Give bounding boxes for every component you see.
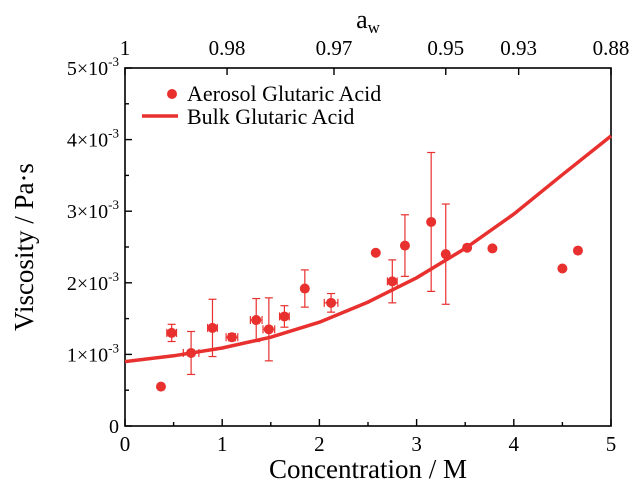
y-tick-label: 1×10-3 [67,340,119,366]
top-axis-label-sub: w [368,18,381,37]
top-axis-label-main: a [356,5,368,34]
aerosol-point [166,327,177,338]
legend: Aerosol Glutaric Acid Bulk Glutaric Acid [142,81,381,129]
x-tick-label: 4 [509,432,520,456]
x-axis-label: Concentration / M [269,454,467,484]
top-tick-label: 0.88 [593,36,630,60]
aerosol-point [207,322,218,333]
x-tick-label: 0 [120,432,131,456]
aerosol-point [440,249,451,260]
y-tick-label: 5×10-3 [67,54,119,80]
aerosol-point [487,243,498,254]
top-tick-label: 0.97 [316,36,353,60]
y-axis-label: Viscosity / Pa·s [9,163,39,331]
aerosol-point [155,381,166,392]
top-tick-label: 1 [120,36,131,60]
y-tick-label: 3×10-3 [67,197,119,223]
ticks: 0 1 2 3 4 501×10-32×10-33×10-34×10-35×10-31 0.… [67,36,630,456]
aerosol-point [263,324,274,335]
aerosol-point [370,247,381,258]
legend-marker-aerosol [167,89,177,99]
aerosol-point [557,263,568,274]
aerosol-point [279,311,290,322]
x-tick-label: 3 [411,432,422,456]
y-tick-label: 4×10-3 [67,126,119,152]
aerosol-point [399,240,410,251]
aerosol-point [426,216,437,227]
aerosol-point [299,283,310,294]
legend-label-aerosol: Aerosol Glutaric Acid [187,81,381,106]
x-tick-label: 2 [314,432,325,456]
aerosol-point [226,332,237,343]
aerosol-point [572,245,583,256]
x-tick-label: 5 [606,432,617,456]
y-tick-label: 2×10-3 [67,269,119,295]
aerosol-point [462,242,473,253]
top-tick-label: 0.98 [209,36,246,60]
x-tick-label: 1 [217,432,228,456]
aerosol-point [326,297,337,308]
legend-label-bulk: Bulk Glutaric Acid [187,104,354,129]
aerosol-point [251,315,262,326]
bulk-curve [124,134,613,364]
aerosol-point [186,347,197,358]
marks [124,134,613,392]
y-tick-label: 0 [109,416,119,438]
top-tick-label: 0.93 [500,36,537,60]
top-axis-label: aw [356,5,381,37]
top-tick-label: 0.95 [427,36,464,60]
aerosol-point [387,276,398,287]
